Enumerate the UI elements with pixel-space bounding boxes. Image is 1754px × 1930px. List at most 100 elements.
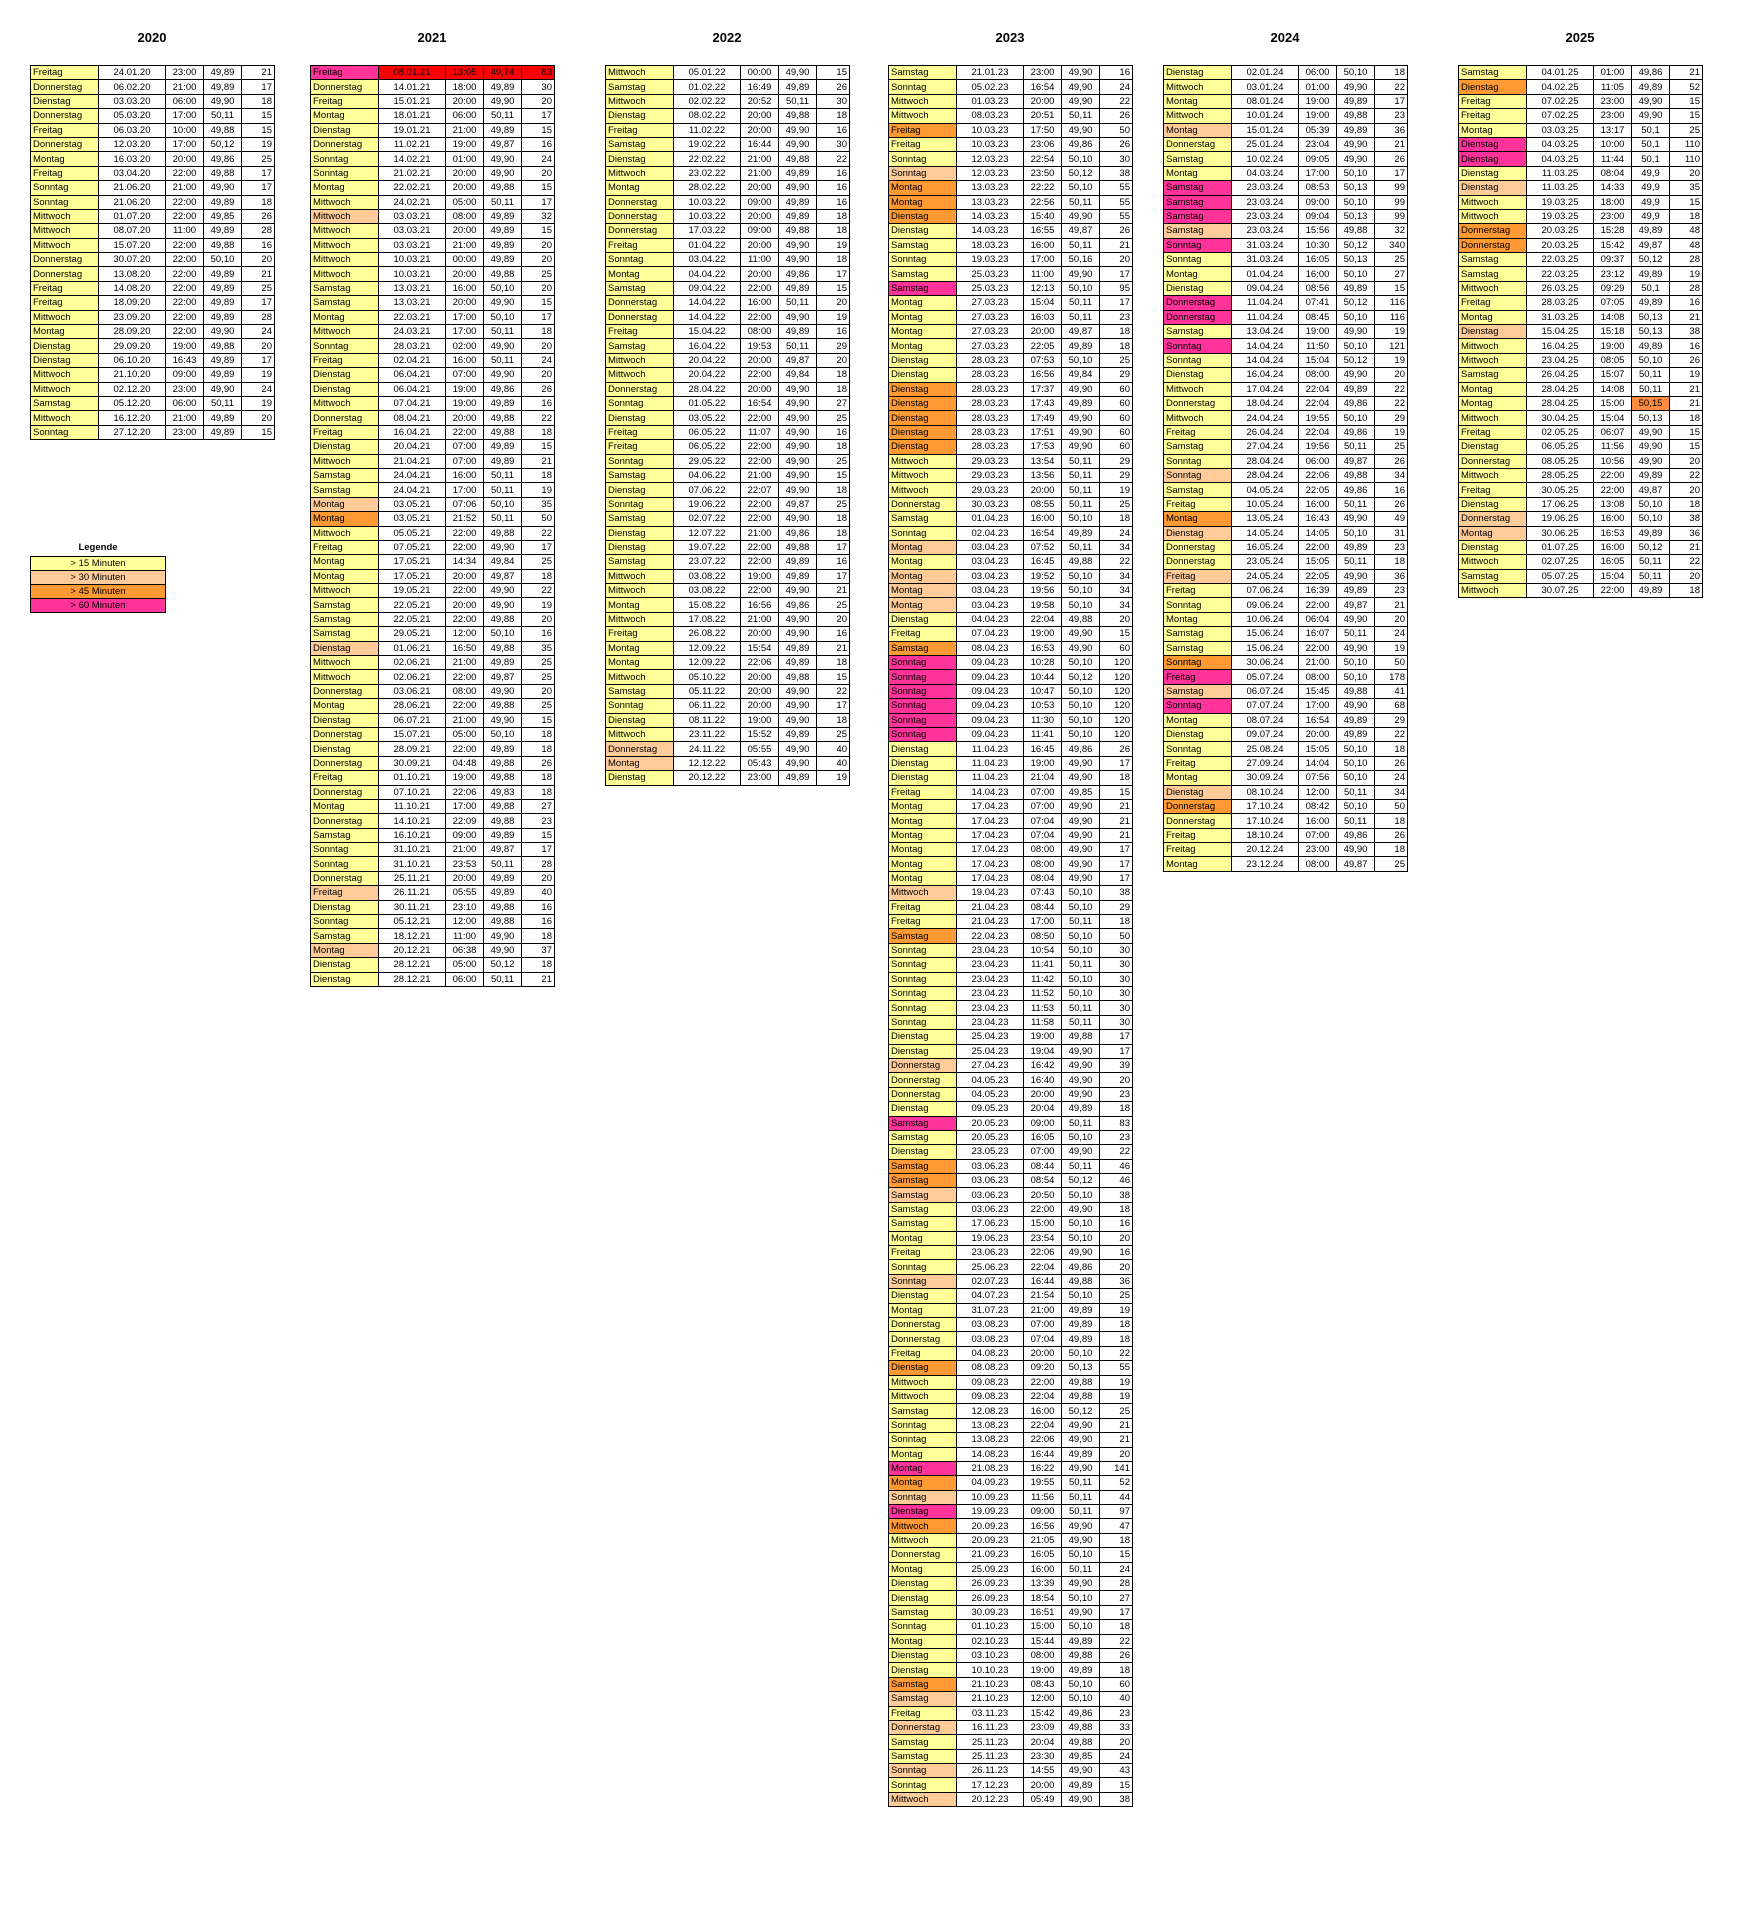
frequency-cell: 50,10: [1336, 338, 1375, 354]
table-row: Mittwoch 29.03.23 13:54 50,11 29: [888, 453, 1133, 469]
frequency-cell: 50,11: [1061, 295, 1100, 311]
weekday-cell: Freitag: [30, 280, 99, 297]
date-cell: 17.10.24: [1231, 798, 1299, 815]
date-cell: 23.04.23: [956, 1014, 1024, 1031]
time-cell: 16:54: [740, 395, 779, 412]
date-cell: 17.04.24: [1231, 381, 1299, 397]
frequency-cell: 49,90: [1061, 64, 1100, 81]
frequency-cell: 49,89: [203, 223, 242, 239]
weekday-cell: Montag: [1163, 165, 1232, 182]
duration-cell: 18: [521, 726, 555, 743]
weekday-cell: Mittwoch: [1163, 410, 1232, 426]
time-cell: 17:53: [1023, 439, 1062, 455]
date-cell: 15.08.22: [673, 597, 741, 613]
time-cell: 20:00: [445, 223, 484, 239]
time-cell: 23:00: [1023, 64, 1062, 81]
table-row: Mittwoch 24.04.24 19:55 50,10 29: [1163, 410, 1408, 426]
date-cell: 27.03.23: [956, 338, 1024, 354]
table-row: Sonntag 01.10.23 15:00 50,10 18: [888, 1619, 1133, 1635]
time-cell: 01:00: [445, 151, 484, 167]
weekday-cell: Mittwoch: [1458, 194, 1527, 210]
date-cell: 20.12.24: [1231, 842, 1299, 858]
year-title: 2023: [995, 30, 1025, 45]
frequency-cell: 50,12: [1061, 1173, 1100, 1189]
time-cell: 11:53: [1023, 1000, 1062, 1016]
date-cell: 22.03.25: [1526, 252, 1594, 268]
date-cell: 16.11.23: [956, 1719, 1024, 1736]
frequency-cell: 50,10: [1631, 496, 1670, 513]
frequency-cell: 50,10: [1061, 899, 1100, 916]
weekday-cell: Sonntag: [888, 1777, 957, 1793]
frequency-cell: 49,87: [778, 352, 817, 369]
time-cell: 23:00: [1593, 108, 1632, 124]
duration-cell: 18: [816, 223, 850, 239]
duration-cell: 18: [521, 957, 555, 973]
table-row: Montag 25.09.23 16:00 50,11 24: [888, 1561, 1133, 1578]
weekday-cell: Donnerstag: [30, 266, 99, 282]
date-cell: 08.05.25: [1526, 453, 1594, 469]
time-cell: 12:00: [445, 626, 484, 642]
time-cell: 15:56: [1298, 223, 1337, 239]
date-cell: 24.01.20: [98, 64, 166, 81]
weekday-cell: Donnerstag: [1163, 136, 1232, 153]
date-cell: 17.04.23: [956, 813, 1024, 829]
duration-cell: 20: [1099, 1259, 1133, 1275]
frequency-cell: 49,85: [203, 208, 242, 225]
date-cell: 19.02.22: [673, 136, 741, 153]
duration-cell: 19: [1099, 1374, 1133, 1390]
duration-cell: 20: [1669, 482, 1703, 498]
weekday-cell: Mittwoch: [888, 108, 957, 124]
frequency-cell: 49,90: [1336, 568, 1375, 585]
time-cell: 08:00: [1023, 856, 1062, 872]
duration-cell: 30: [1099, 971, 1133, 988]
time-cell: 11:30: [1023, 712, 1062, 728]
date-cell: 11.04.24: [1231, 309, 1299, 326]
date-cell: 30.03.23: [956, 496, 1024, 513]
frequency-cell: 50,11: [483, 971, 522, 988]
weekday-cell: Sonntag: [1163, 597, 1232, 613]
frequency-cell: 50,10: [1061, 1676, 1100, 1693]
table-row: Mittwoch 02.06.21 21:00 49,89 25: [310, 655, 555, 671]
year-title: 2024: [1270, 30, 1300, 45]
table-row: Mittwoch 10.03.21 20:00 49,88 25: [310, 266, 555, 282]
date-cell: 16.03.20: [98, 151, 166, 167]
duration-cell: 32: [521, 208, 555, 225]
frequency-cell: 49,83: [483, 784, 522, 800]
weekday-cell: Freitag: [1458, 93, 1527, 110]
table-row: Donnerstag 17.10.24 08:42 50,10 50: [1163, 798, 1408, 815]
time-cell: 22:05: [1298, 568, 1337, 585]
duration-cell: 17: [816, 568, 850, 585]
frequency-cell: 49,88: [483, 410, 522, 426]
time-cell: 20:00: [1298, 726, 1337, 743]
weekday-cell: Montag: [310, 942, 379, 959]
frequency-cell: 50,13: [1336, 252, 1375, 268]
duration-cell: 26: [521, 755, 555, 772]
table-row: Montag 27.03.23 16:03 50,11 23: [888, 309, 1133, 326]
frequency-cell: 49,90: [1631, 424, 1670, 441]
duration-cell: 120: [1099, 655, 1133, 671]
table-row: Samstag 15.06.24 22:00 49,90 19: [1163, 640, 1408, 657]
duration-cell: 23: [1099, 1129, 1133, 1146]
time-cell: 06:00: [445, 108, 484, 124]
table-row: Samstag 21.10.23 08:43 50,10 60: [888, 1676, 1133, 1693]
date-cell: 03.06.23: [956, 1187, 1024, 1203]
time-cell: 16:39: [1298, 583, 1337, 599]
frequency-cell: 50,11: [483, 856, 522, 872]
duration-cell: 22: [1374, 79, 1408, 95]
weekday-cell: Dienstag: [888, 1029, 957, 1045]
time-cell: 08:00: [1298, 856, 1337, 872]
date-cell: 24.03.21: [378, 324, 446, 340]
weekday-cell: Donnerstag: [1163, 554, 1232, 570]
duration-cell: 26: [241, 208, 275, 225]
date-cell: 11.02.22: [673, 122, 741, 138]
time-cell: 08:44: [1023, 899, 1062, 916]
duration-cell: 26: [1374, 755, 1408, 772]
date-cell: 09.08.23: [956, 1388, 1024, 1405]
frequency-cell: 50,10: [483, 280, 522, 297]
weekday-cell: Montag: [1163, 770, 1232, 786]
date-cell: 29.03.23: [956, 453, 1024, 469]
time-cell: 07:00: [1298, 827, 1337, 844]
weekday-cell: Sonntag: [888, 1619, 957, 1635]
duration-cell: 39: [1099, 1057, 1133, 1074]
time-cell: 16:00: [1023, 1403, 1062, 1419]
